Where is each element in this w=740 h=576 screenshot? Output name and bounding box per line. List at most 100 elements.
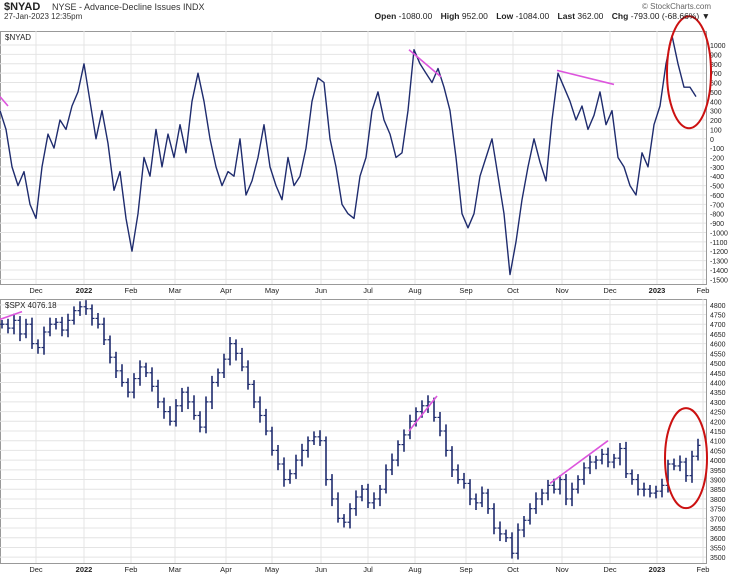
y-tick-label: 4050 [710, 448, 726, 455]
y-tick-label: 900 [710, 52, 722, 59]
x-tick-label: Jun [315, 286, 327, 295]
y-tick-label: 4350 [710, 390, 726, 397]
last-label: Last [557, 11, 576, 21]
y-tick-label: 4750 [710, 313, 726, 320]
trendline [0, 96, 9, 107]
y-tick-label: 4000 [710, 458, 726, 465]
legend-label: $SPX 4076.18 [5, 301, 57, 310]
x-tick-label: 2023 [649, 565, 666, 574]
y-tick-label: 3750 [710, 507, 726, 514]
top-panel: 10009008007006005004003002001000-100-200… [0, 15, 728, 295]
y-tick-label: 4500 [710, 361, 726, 368]
description-label: NYSE - Advance-Decline Issues INDX [52, 2, 205, 12]
highlight-ellipse [666, 15, 712, 130]
chg-value: -793.00 (-68.66%) [630, 11, 700, 21]
low-label: Low [496, 11, 514, 21]
y-tick-label: -600 [710, 193, 724, 200]
x-tick-label: Sep [459, 565, 472, 574]
high-value: 952.00 [461, 11, 488, 21]
x-tick-label: Apr [220, 565, 232, 574]
brand-label: © StockCharts.com [642, 2, 712, 11]
y-tick-label: 3550 [710, 545, 726, 552]
x-tick-label: Nov [555, 286, 569, 295]
y-tick-label: -800 [710, 212, 724, 219]
quote-bar: Open -1080.00 High 952.00 Low -1084.00 L… [375, 11, 710, 21]
y-tick-label: 400 [710, 99, 722, 106]
y-tick-label: 3600 [710, 536, 726, 543]
high-label: High [440, 11, 460, 21]
bottom-panel: 4800 4750 4700 4650 4600 4550 4500 4450 4400 4350… [0, 299, 726, 574]
y-tick-label: 100 [710, 127, 722, 134]
y-tick-label: 700 [710, 71, 722, 78]
x-tick-label: Sep [459, 286, 472, 295]
x-tick-label: May [265, 286, 279, 295]
y-tick-label: 3800 [710, 497, 726, 504]
y-tick-label: 4400 [710, 380, 726, 387]
y-tick-label: -1300 [710, 259, 728, 266]
series-line [0, 35, 697, 276]
trendline [408, 395, 438, 432]
y-tick-label: 4650 [710, 332, 726, 339]
y-tick-label: -100 [710, 146, 724, 153]
x-tick-label: Dec [603, 286, 617, 295]
chg-down-arrow-icon: ▼ [701, 11, 710, 21]
y-tick-label: 3900 [710, 478, 726, 485]
low-value: -1084.00 [515, 11, 550, 21]
y-tick-label: -1100 [710, 240, 727, 247]
y-tick-label: 0 [710, 137, 714, 144]
y-tick-label: -400 [710, 174, 724, 181]
x-tick-label: Mar [169, 565, 182, 574]
x-tick-label: Feb [125, 286, 138, 295]
y-tick-label: -900 [710, 221, 724, 228]
y-tick-label: -1200 [710, 249, 728, 256]
date-label: 27-Jan-2023 12:35pm [4, 12, 83, 21]
trendline [0, 310, 23, 321]
y-tick-label: 3650 [710, 526, 726, 533]
x-tick-label: May [265, 565, 279, 574]
y-tick-label: 4600 [710, 342, 726, 349]
y-tick-label: 4300 [710, 400, 726, 407]
y-tick-label: 300 [710, 109, 722, 116]
x-tick-label: Oct [507, 565, 520, 574]
y-tick-label: 600 [710, 81, 722, 88]
y-tick-label: 4700 [710, 322, 726, 329]
y-tick-label: 4150 [710, 429, 726, 436]
x-tick-label: Dec [29, 286, 43, 295]
legend-label: $NYAD [5, 33, 31, 42]
symbol-label: $NYAD [4, 1, 41, 13]
y-tick-label: 200 [710, 118, 722, 125]
open-label: Open [374, 11, 397, 21]
x-tick-label: Feb [697, 286, 710, 295]
y-tick-label: 4450 [710, 371, 726, 378]
y-tick-label: 800 [710, 62, 722, 69]
x-tick-label: Dec [603, 565, 617, 574]
y-tick-label: 4250 [710, 410, 726, 417]
x-tick-label: Aug [408, 565, 421, 574]
y-tick-label: -700 [710, 202, 724, 209]
y-tick-label: 4200 [710, 419, 726, 426]
chg-label: Chg [611, 11, 629, 21]
x-tick-label: Jul [363, 286, 373, 295]
y-tick-label: 500 [710, 90, 722, 97]
x-tick-label: Nov [555, 565, 569, 574]
y-tick-label: 3850 [710, 487, 726, 494]
y-tick-label: 4800 [710, 303, 726, 310]
highlight-ellipse [664, 407, 708, 510]
x-tick-label: Jul [363, 565, 373, 574]
y-tick-label: 1000 [710, 43, 726, 50]
y-tick-label: 4100 [710, 439, 726, 446]
y-tick-label: -300 [710, 165, 724, 172]
x-tick-label: Aug [408, 286, 421, 295]
y-tick-label: -1400 [710, 268, 728, 275]
y-tick-label: -1000 [710, 230, 728, 237]
x-tick-label: Oct [507, 286, 520, 295]
y-tick-label: -1500 [710, 277, 728, 284]
open-value: -1080.00 [398, 11, 433, 21]
x-tick-label: Jun [315, 565, 327, 574]
last-value: 362.00 [577, 11, 604, 21]
x-tick-label: 2023 [649, 286, 666, 295]
x-tick-label: 2022 [76, 286, 93, 295]
trendline [408, 49, 442, 78]
x-tick-label: Apr [220, 286, 232, 295]
